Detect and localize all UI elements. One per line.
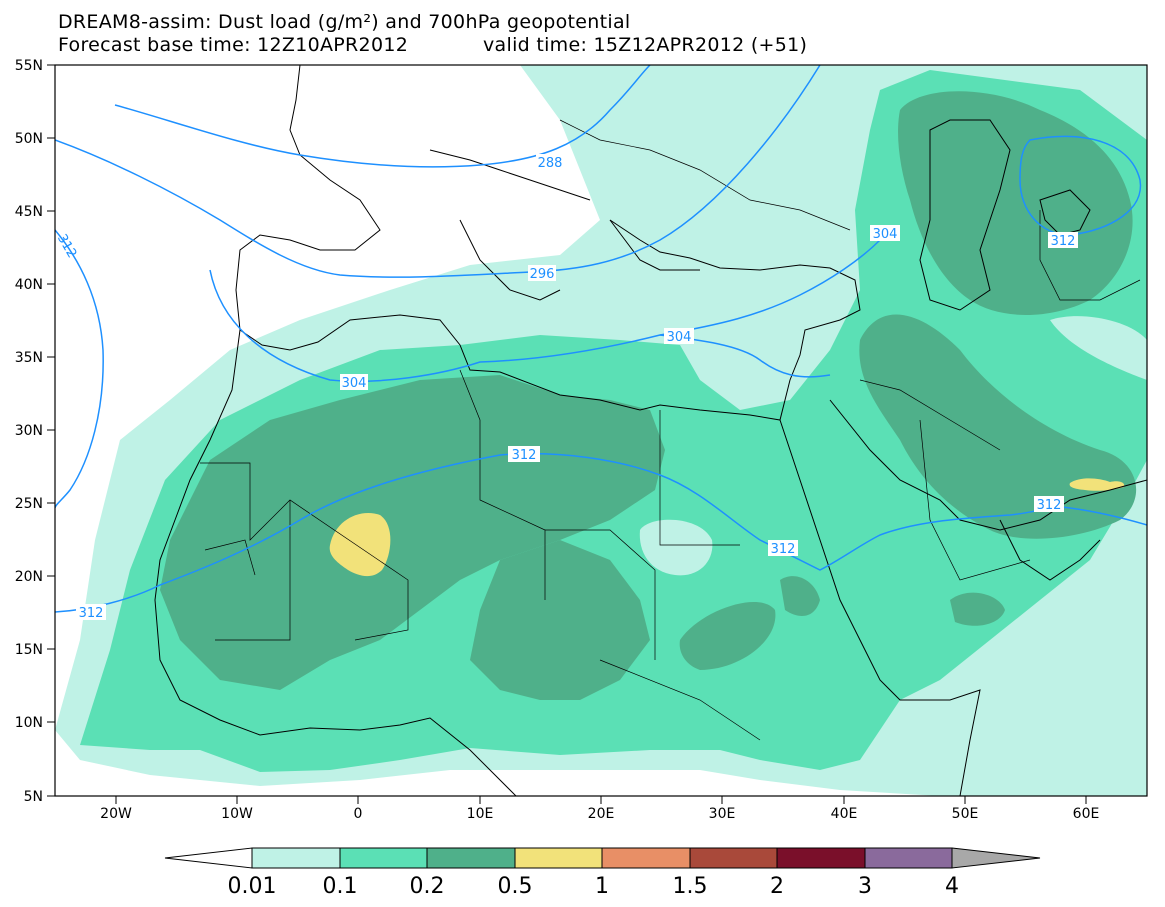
contour-value-312-west: 312 [79,606,104,621]
colorbar-label-0.1: 0.1 [323,874,358,899]
contour-label-312-egypt: 312 [768,540,798,557]
country-borders [200,119,1141,741]
lat-label-25n: 25N [15,496,43,512]
contour-value-304-greece: 304 [667,330,692,345]
lat-label-45n: 45N [15,204,43,220]
colorbar-label-0.01: 0.01 [228,874,277,899]
contour-label-288: 288 [536,154,564,171]
colorbar-label-1: 1 [595,874,609,899]
contour-value-312-caspian: 312 [1051,234,1076,249]
contour-labels: 288 296 304 304 312 312 [55,154,1078,621]
contour-value-312-gulf: 312 [1037,498,1062,513]
map-title: DREAM8-assim: Dust load (g/m²) and 700hP… [58,11,631,33]
contour-value-312-center: 312 [512,448,537,463]
lon-label-30e: 30E [709,806,736,822]
colorbar-box-0.5 [514,847,603,869]
contour-label-312-center: 312 [508,446,540,463]
contour-label-304-greece: 304 [664,328,694,345]
colorbar-box-0.2 [426,847,516,869]
dust-level-0.5 [329,478,1125,577]
colorbar-box-0.01 [251,847,341,869]
colorbar-high-arrow [951,847,1041,869]
lon-label-10e: 10E [467,806,494,822]
tick-marks [47,64,1087,804]
colorbar-label-0.5: 0.5 [498,874,533,899]
contour-label-304-east: 304 [870,225,900,242]
colorbar-label-0.2: 0.2 [410,874,445,899]
colorbar-label-2: 2 [770,874,784,899]
lat-label-10n: 10N [15,715,43,731]
colorbar-label-1.5: 1.5 [673,874,708,899]
contour-value-304-east: 304 [873,227,898,242]
colorbar-low-arrow [164,847,253,869]
contour-value-296: 296 [530,267,555,282]
lon-label-40e: 40E [831,806,858,822]
valid-time: valid time: 15Z12APR2012 (+51) [483,34,808,56]
contour-label-296: 296 [528,265,556,282]
colorbar [164,847,1041,869]
lon-label-50e: 50E [952,806,979,822]
contour-value-304-west: 304 [342,376,367,391]
colorbar-box-1 [601,847,691,869]
colorbar-label-4: 4 [945,874,959,899]
contour-value-288: 288 [538,156,563,171]
forecast-base-time: Forecast base time: 12Z10APR2012 [58,34,409,56]
contour-label-312-west: 312 [76,604,106,621]
plot-area: 288 296 304 304 312 312 [55,65,1147,796]
geopotential-contours [55,65,1147,613]
lat-label-55n: 55N [15,58,43,74]
lat-label-20n: 20N [15,569,43,585]
lon-labels: 20W 10W 0 10E 20E 30E 40E 50E 60E [100,806,1099,822]
colorbar-label-3: 3 [858,874,872,899]
lat-labels: 55N 50N 45N 40N 35N 30N 25N 20N 15N 10N … [15,58,43,805]
lon-label-20w: 20W [100,806,132,822]
colorbar-box-3 [864,847,953,869]
lon-label-20e: 20E [588,806,615,822]
lat-label-30n: 30N [15,423,43,439]
contour-label-304-west: 304 [340,374,368,391]
contour-value-312-egypt: 312 [771,542,796,557]
lat-label-50n: 50N [15,131,43,147]
contour-label-312-gulf: 312 [1034,496,1064,513]
contour-label-312-caspian: 312 [1048,232,1078,249]
lat-label-5n: 5N [24,789,43,805]
lon-label-60e: 60E [1073,806,1100,822]
colorbar-box-0.1 [339,847,428,869]
coastlines [154,65,1147,796]
lon-label-10w: 10W [221,806,253,822]
lat-label-35n: 35N [15,350,43,366]
colorbar-box-1.5 [689,847,778,869]
lat-label-15n: 15N [15,642,43,658]
lon-label-0: 0 [354,806,363,822]
colorbar-labels: 0.01 0.1 0.2 0.5 1 1.5 2 3 4 [228,874,959,899]
forecast-time: Forecast base time: 12Z10APR2012 valid ti… [58,34,807,56]
colorbar-box-2 [776,847,866,869]
lat-label-40n: 40N [15,277,43,293]
